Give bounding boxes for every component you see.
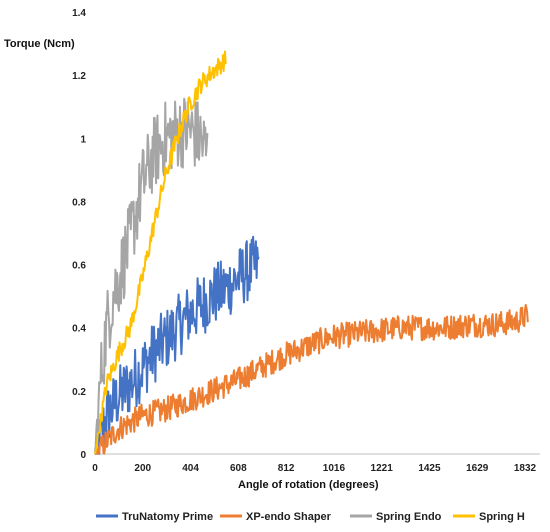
y-axis-title: Torque (Ncm) [4, 38, 75, 50]
legend-item: TruNatomy Prime [96, 511, 213, 523]
legend-label: Spring Endo [376, 511, 442, 523]
series-line-spring-endo [94, 97, 209, 452]
x-axis-title: Angle of rotation (degrees) [238, 479, 379, 491]
series-line-spring-h [94, 50, 227, 455]
x-tick-label: 1629 [466, 463, 489, 474]
legend-label: XP-endo Shaper [246, 511, 332, 523]
legend-item: XP-endo Shaper [220, 511, 332, 523]
legend: TruNatomy Prime XP-endo Shaper Spring Endo… [96, 511, 525, 523]
x-tick-label: 0 [92, 463, 98, 474]
series-line-trunatomy-prime [94, 235, 260, 455]
y-tick-label: 0.2 [72, 387, 86, 398]
y-tick-label: 1 [80, 134, 86, 145]
y-tick-labels: 0 0.2 0.4 0.6 0.8 1 1.2 1.4 [72, 8, 86, 461]
y-tick-label: 0.6 [72, 261, 86, 272]
legend-label: Spring H [479, 511, 525, 523]
y-tick-label: 0.4 [72, 324, 86, 335]
legend-item: Spring H [453, 511, 525, 523]
series-line-xp-endo-shaper [94, 303, 529, 455]
x-tick-label: 812 [278, 463, 295, 474]
y-tick-label: 0.8 [72, 197, 86, 208]
x-tick-label: 608 [230, 463, 247, 474]
y-tick-label: 0 [80, 450, 86, 461]
legend-label: TruNatomy Prime [122, 511, 213, 523]
x-tick-labels: 0 200 404 608 812 1016 1221 1425 1629 1832 [92, 463, 536, 474]
x-tick-label: 1016 [323, 463, 346, 474]
legend-item: Spring Endo [350, 511, 442, 523]
y-tick-label: 1.2 [72, 71, 86, 82]
plot-area [94, 50, 529, 455]
x-tick-label: 404 [182, 463, 199, 474]
y-tick-label: 1.4 [72, 8, 86, 19]
x-tick-label: 1221 [371, 463, 394, 474]
x-tick-label: 1832 [514, 463, 537, 474]
x-tick-label: 200 [134, 463, 151, 474]
x-tick-label: 1425 [418, 463, 441, 474]
